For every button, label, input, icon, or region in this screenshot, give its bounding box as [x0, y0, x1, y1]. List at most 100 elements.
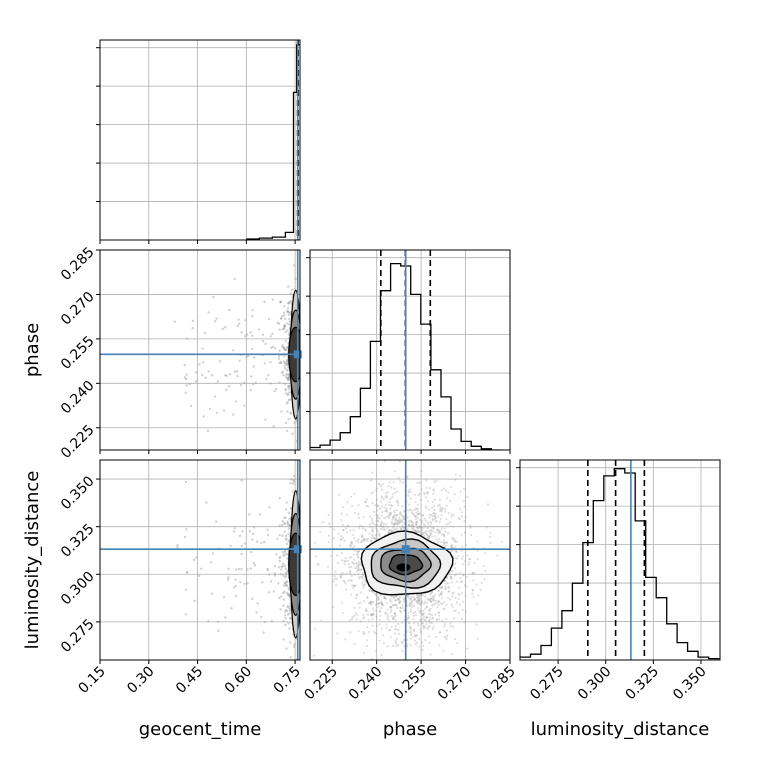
sample-point: [378, 610, 382, 613]
sample-point: [399, 610, 402, 614]
sample-point: [367, 537, 370, 540]
sample-point: [374, 533, 377, 537]
sample-point: [423, 612, 426, 615]
sample-point: [425, 605, 428, 608]
sample-point: [414, 613, 418, 617]
sample-point: [375, 624, 379, 627]
sample-point: [278, 328, 281, 331]
sample-point: [458, 603, 461, 606]
sample-point: [395, 628, 398, 631]
sample-point: [408, 597, 411, 600]
sample-point: [377, 520, 380, 523]
sample-point: [451, 595, 454, 598]
sample-point: [422, 613, 425, 617]
sample-point: [353, 536, 356, 540]
sample-point: [414, 643, 417, 646]
sample-point: [385, 495, 388, 498]
sample-point: [445, 523, 448, 526]
sample-point: [366, 613, 369, 616]
sample-point: [399, 480, 402, 483]
sample-point: [394, 614, 398, 617]
sample-point: [434, 520, 438, 523]
sample-point: [412, 599, 415, 602]
sample-point: [225, 388, 228, 392]
sample-point: [376, 598, 379, 602]
sample-point: [418, 645, 421, 648]
sample-point: [471, 579, 475, 582]
sample-point: [341, 611, 345, 615]
sample-point: [380, 602, 383, 605]
sample-point: [384, 523, 388, 526]
sample-point: [369, 479, 372, 482]
sample-point: [360, 539, 364, 542]
sample-point: [380, 601, 383, 605]
sample-point: [282, 553, 285, 556]
sample-point: [424, 616, 427, 619]
sample-point: [464, 544, 467, 547]
sample-point: [285, 372, 289, 376]
sample-point: [342, 529, 345, 532]
sample-point: [357, 550, 360, 553]
sample-point: [380, 500, 383, 503]
sample-point: [227, 567, 230, 570]
sample-point: [282, 374, 285, 377]
sample-point: [346, 501, 349, 504]
sample-point: [386, 645, 389, 648]
sample-point: [469, 524, 472, 527]
sample-point: [394, 519, 397, 522]
sample-point: [410, 509, 413, 512]
sample-point: [444, 489, 447, 492]
sample-point: [445, 504, 448, 507]
sample-point: [377, 597, 380, 600]
sample-point: [326, 565, 330, 568]
sample-point: [408, 621, 411, 624]
sample-point: [291, 432, 294, 435]
sample-point: [400, 527, 403, 530]
sample-point: [407, 524, 411, 527]
sample-point: [427, 523, 430, 526]
sample-point: [371, 491, 375, 494]
sample-point: [356, 594, 359, 597]
sample-point: [394, 599, 397, 602]
sample-point: [282, 604, 285, 607]
sample-point: [249, 331, 252, 334]
sample-point: [387, 514, 390, 517]
sample-point: [207, 311, 210, 314]
sample-point: [484, 570, 487, 573]
sample-point: [393, 491, 397, 494]
sample-point: [388, 511, 391, 514]
sample-point: [409, 602, 413, 605]
sample-point: [354, 567, 357, 570]
sample-point: [401, 481, 405, 484]
sample-point: [428, 619, 431, 622]
sample-point: [387, 530, 390, 533]
sample-point: [288, 301, 291, 304]
sample-point: [442, 534, 446, 537]
sample-point: [287, 377, 290, 380]
sample-point: [370, 589, 373, 593]
sample-point: [375, 534, 378, 537]
sample-point: [372, 613, 375, 616]
sample-point: [421, 526, 424, 529]
sample-point: [443, 527, 447, 530]
sample-point: [281, 562, 285, 566]
sample-point: [415, 593, 418, 596]
sample-point: [367, 618, 370, 622]
sample-point: [384, 503, 387, 506]
sample-point: [414, 507, 418, 510]
sample-point: [383, 595, 386, 598]
sample-point: [392, 617, 395, 620]
sample-point: [416, 595, 419, 598]
sample-point: [410, 595, 413, 599]
sample-point: [415, 634, 418, 637]
sample-point: [364, 609, 367, 612]
sample-point: [458, 586, 461, 589]
sample-point: [399, 526, 402, 529]
sample-point: [335, 584, 338, 587]
sample-point: [390, 521, 393, 524]
sample-point: [349, 529, 352, 532]
sample-point: [192, 558, 196, 561]
sample-point: [282, 574, 285, 577]
sample-point: [385, 516, 388, 519]
